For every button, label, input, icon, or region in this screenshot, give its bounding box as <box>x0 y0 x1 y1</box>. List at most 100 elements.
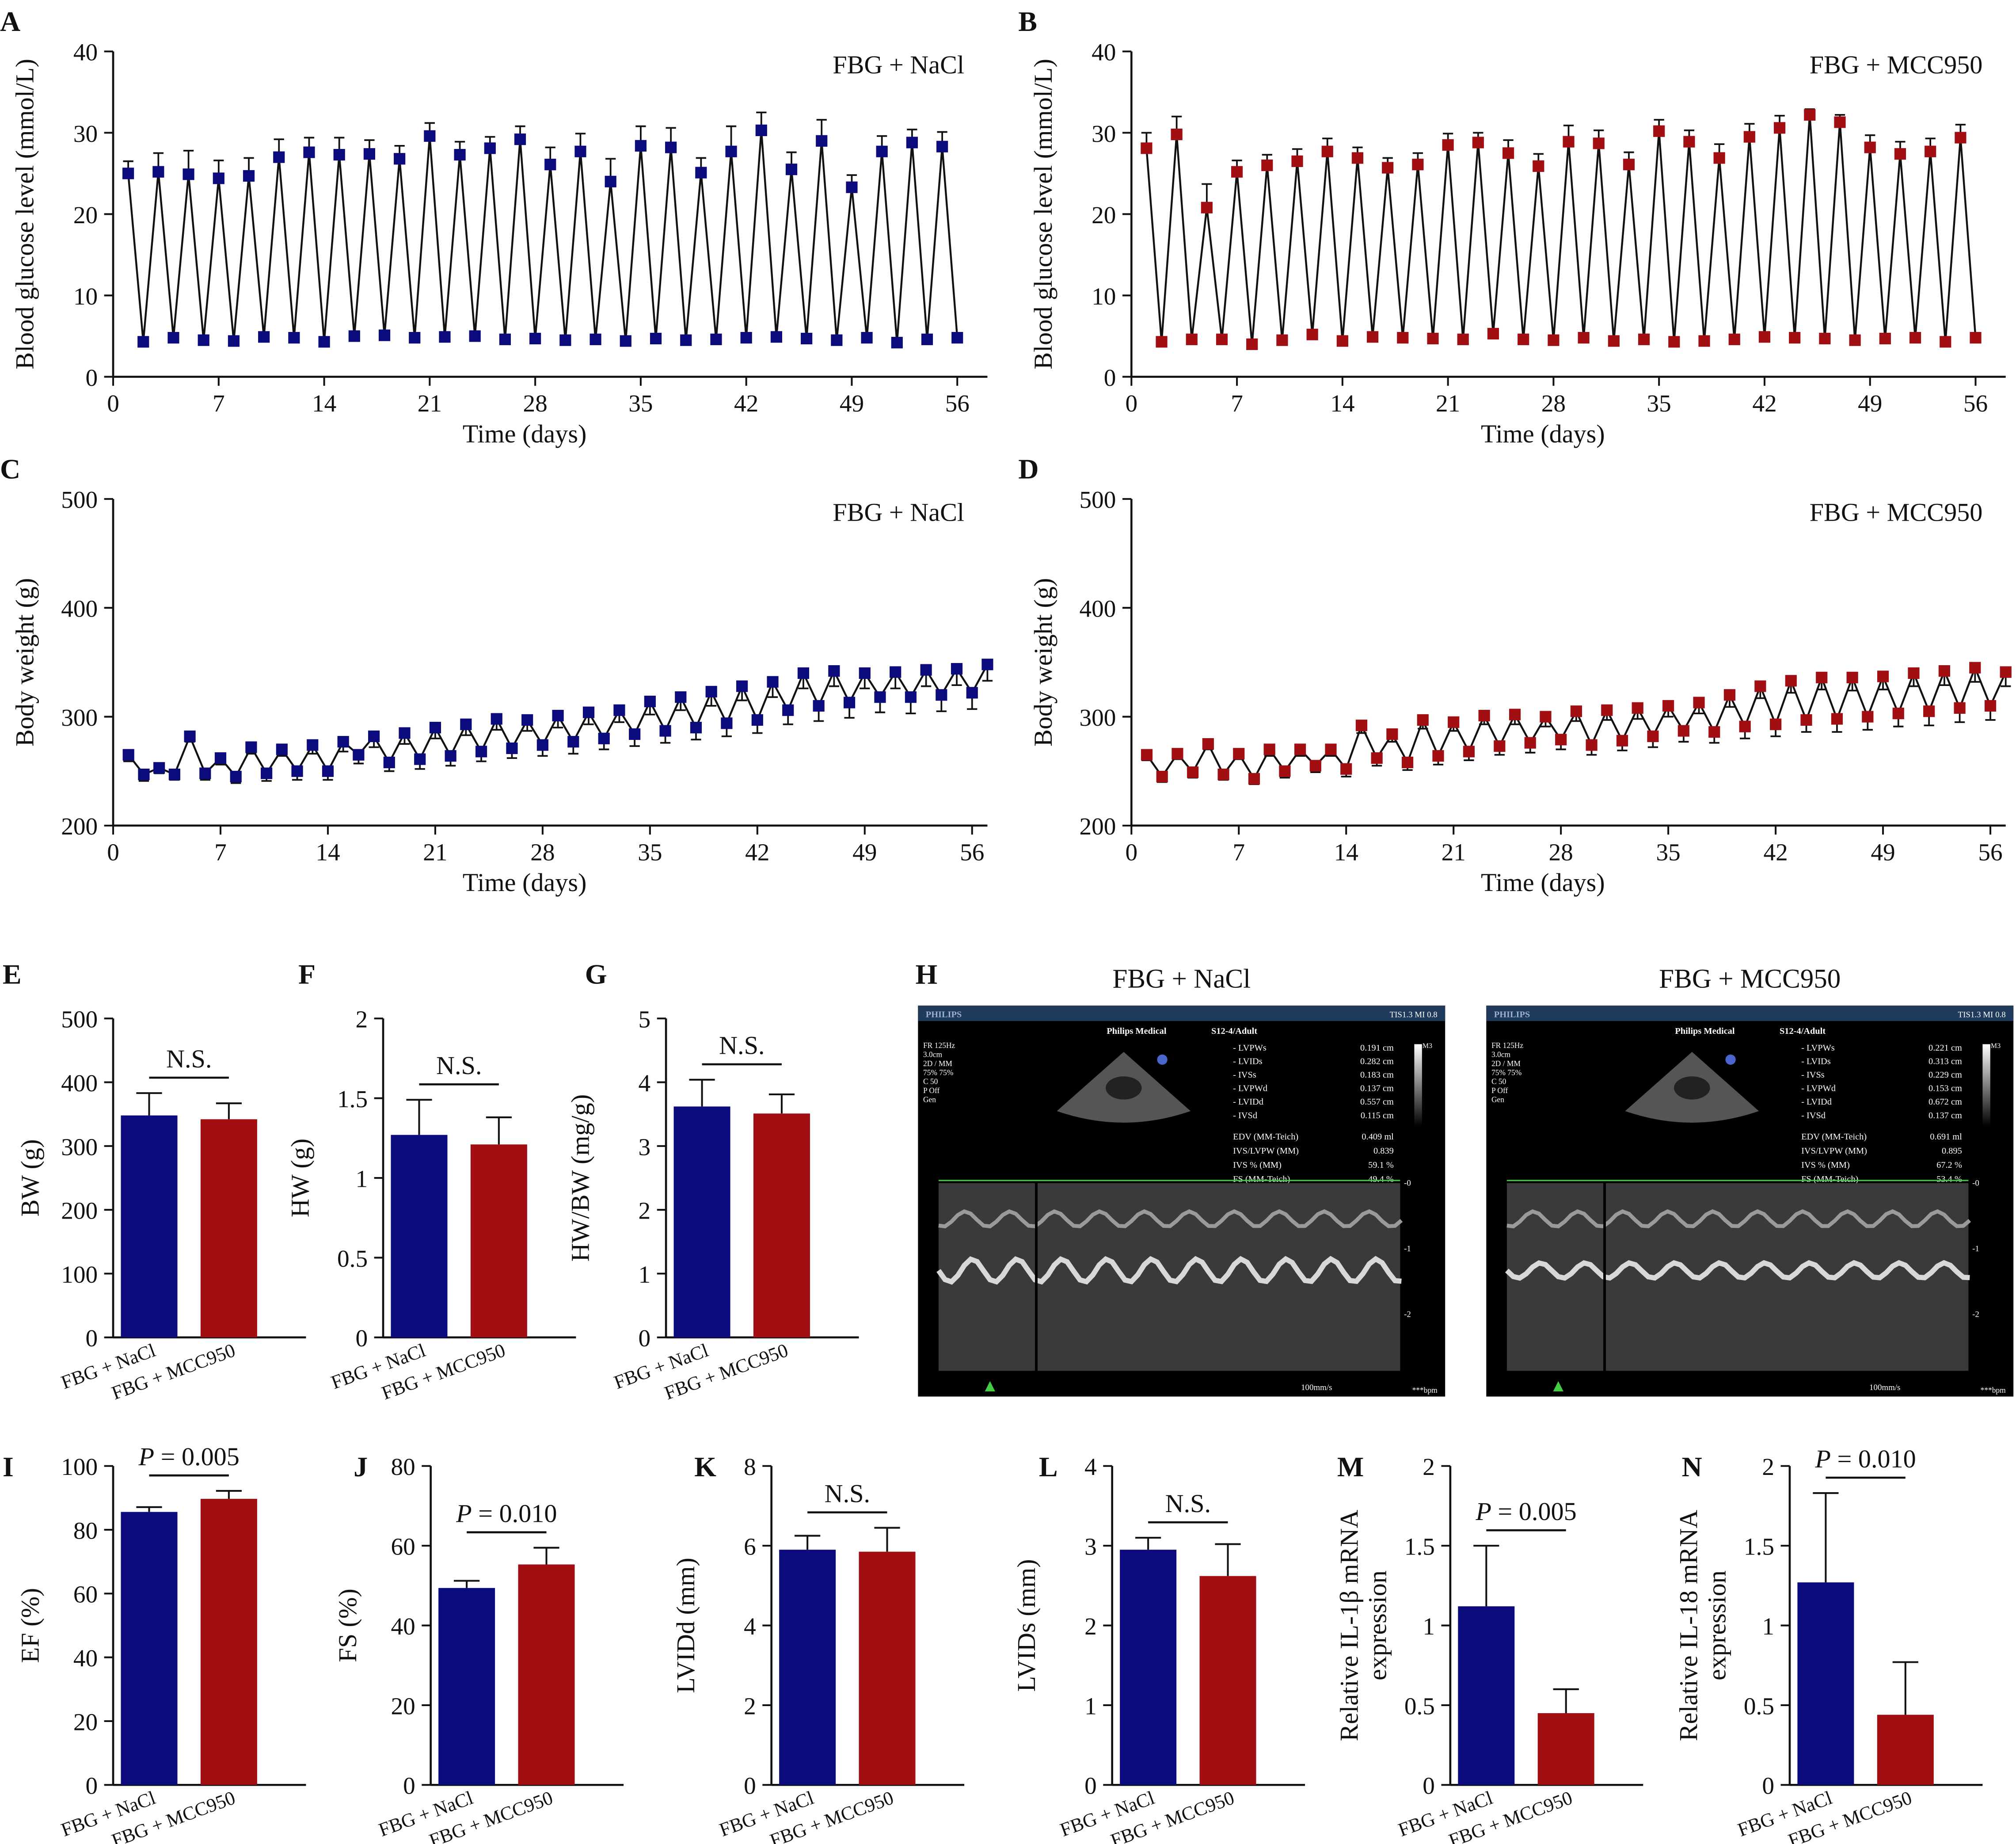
echo-calc-value: 49.4 % <box>1368 1174 1394 1184</box>
data-point <box>1693 697 1705 709</box>
data-point <box>906 137 918 149</box>
data-point <box>491 713 502 725</box>
data-point <box>1804 109 1816 121</box>
y-axis-title: LVIDd (mm) <box>671 1558 700 1693</box>
data-point <box>801 332 813 345</box>
data-point <box>635 140 647 152</box>
data-point <box>1938 665 1950 677</box>
data-point <box>705 686 717 697</box>
echo-lv-cavity <box>1106 1076 1142 1100</box>
data-point <box>1555 734 1567 746</box>
y-tick-label: 20 <box>73 1708 98 1735</box>
echo-lv-cavity <box>1674 1076 1710 1100</box>
y-tick-label: 1.5 <box>337 1086 368 1112</box>
data-point <box>167 332 179 344</box>
x-tick-label: 28 <box>1549 838 1573 865</box>
echo-setting: C 50 <box>923 1077 938 1086</box>
data-point <box>1846 671 1858 683</box>
data-point <box>1524 737 1536 749</box>
y-tick-label: 20 <box>391 1692 415 1719</box>
echo-measure-value: 0.282 cm <box>1360 1057 1394 1067</box>
y-tick-label: 1.5 <box>1404 1533 1435 1560</box>
data-point <box>1862 711 1874 723</box>
x-tick-label: 7 <box>1232 838 1245 865</box>
data-point <box>1739 720 1751 732</box>
data-point <box>1294 743 1306 755</box>
data-point <box>1616 735 1628 747</box>
x-tick-label: 42 <box>1763 838 1788 865</box>
echo-depth-label: -2 <box>1972 1310 1979 1319</box>
data-point <box>1457 333 1469 345</box>
data-point <box>1849 334 1861 346</box>
data-point <box>499 333 511 345</box>
x-tick-label: 7 <box>214 838 227 865</box>
data-point <box>1831 713 1843 725</box>
y-tick-label: 0 <box>1423 1772 1435 1799</box>
data-point <box>1366 331 1379 343</box>
data-point <box>1638 333 1650 345</box>
echo-calc-name: EDV (MM-Teich) <box>1801 1132 1867 1142</box>
data-point <box>782 704 794 716</box>
echo-mmode-septum-trace <box>1506 1209 1971 1229</box>
data-point <box>1309 760 1321 772</box>
data-point <box>1623 159 1635 171</box>
y-tick-label: 0.5 <box>1404 1692 1435 1719</box>
data-point <box>1442 139 1454 151</box>
data-point <box>1401 756 1414 769</box>
data-point <box>951 663 963 675</box>
data-point <box>1263 743 1275 755</box>
y-tick-label: 30 <box>1092 120 1116 147</box>
data-point <box>1563 136 1575 148</box>
y-axis-title: FS (%) <box>333 1589 362 1662</box>
x-tick-label: 21 <box>1442 838 1466 865</box>
data-point <box>1608 335 1620 347</box>
y-tick-label: 1 <box>1423 1613 1435 1640</box>
y-tick-label: 300 <box>1079 704 1116 731</box>
y-tick-label: 40 <box>391 1613 415 1640</box>
y-tick-label: 200 <box>61 813 98 840</box>
data-point <box>1708 726 1720 738</box>
echo-setting: C 50 <box>1491 1077 1506 1086</box>
y-tick-label: 20 <box>73 202 98 229</box>
data-point <box>258 331 270 343</box>
data-point <box>1970 332 1982 344</box>
significance-label: N.S. <box>436 1051 482 1080</box>
data-point <box>439 331 451 343</box>
data-point <box>363 148 376 160</box>
data-point <box>1187 766 1199 778</box>
y-tick-label: 400 <box>61 1070 98 1097</box>
x-tick-label: 49 <box>1858 390 1882 417</box>
significance-label: N.S. <box>719 1031 765 1060</box>
echo-setting: 3.0cm <box>1491 1050 1511 1059</box>
data-point <box>1246 338 1258 350</box>
data-point <box>199 767 211 779</box>
data-point <box>1233 748 1245 760</box>
data-point <box>1683 136 1695 148</box>
data-point <box>1653 125 1665 137</box>
echo-measure-name: - IVSs <box>1233 1070 1256 1080</box>
data-point <box>552 709 564 722</box>
echo-calc-name: FS (MM-Teich) <box>1233 1174 1290 1184</box>
data-point <box>183 168 194 180</box>
echo-depth-label: -0 <box>1972 1179 1979 1188</box>
y-tick-label: 6 <box>744 1533 756 1560</box>
echo-orientation-dot <box>1157 1054 1168 1065</box>
data-point <box>725 145 737 157</box>
y-tick-label: 0 <box>1104 364 1116 391</box>
data-point <box>1586 739 1598 751</box>
data-point <box>813 700 825 712</box>
data-point <box>1371 752 1383 764</box>
data-point <box>1647 730 1659 742</box>
y-tick-label: 2 <box>355 1006 368 1033</box>
echo-probe: S12-4/Adult <box>1211 1026 1257 1036</box>
panel-letter-g: G <box>585 959 607 990</box>
data-point <box>544 159 556 171</box>
y-tick-label: 2 <box>1423 1453 1435 1480</box>
data-point <box>429 722 441 734</box>
data-point <box>1723 689 1736 701</box>
data-point <box>1785 675 1797 687</box>
panel-letter-a: A <box>0 6 20 37</box>
y-tick-label: 60 <box>73 1581 98 1608</box>
